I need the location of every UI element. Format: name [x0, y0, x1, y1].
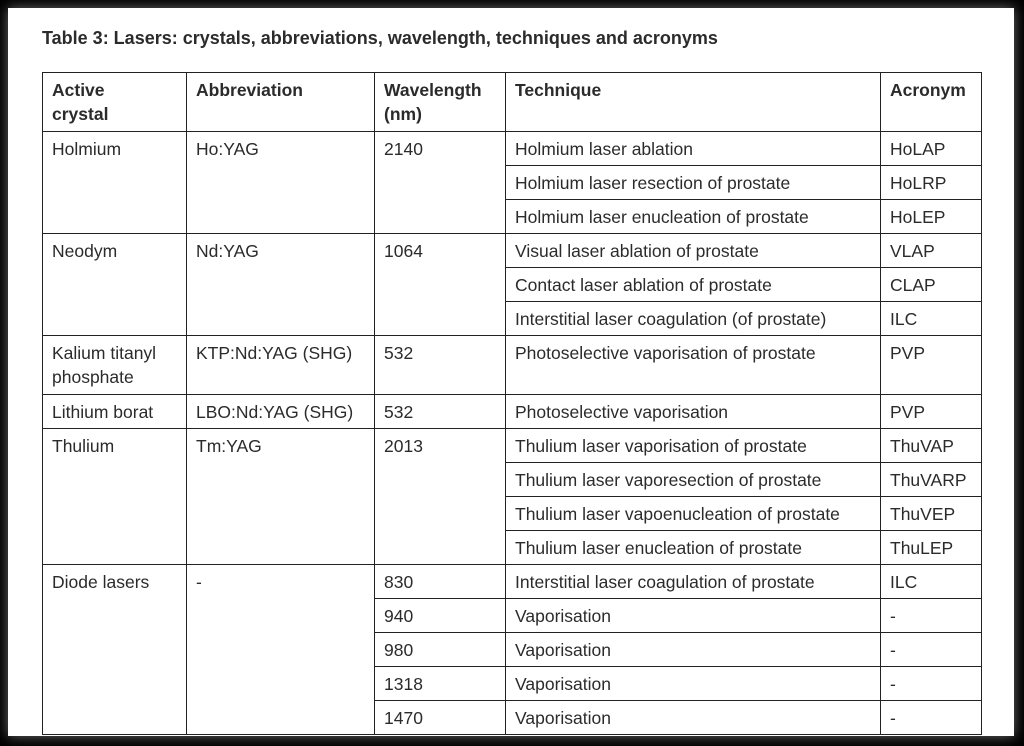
wavelength-cell: 830 [374, 564, 506, 599]
table-row: Interstitial laser coagulation (of prost… [43, 301, 982, 336]
table-row: Thulium Tm:YAG 2013 Thulium laser vapori… [42, 428, 982, 565]
technique-cell: Thulium laser vapoenucleation of prostat… [505, 496, 881, 531]
acronym-cell: - [880, 700, 982, 735]
table-row: Contact laser ablation of prostate CLAP [43, 267, 982, 302]
acronym-cell: ThuVEP [880, 496, 982, 531]
table-row: Holmium laser resection of prostate HoLR… [43, 165, 982, 200]
header-abbreviation: Abbreviation [186, 72, 375, 132]
acronym-cell: ILC [880, 564, 982, 599]
wavelength-cell: 2140 [374, 131, 506, 234]
table-row: 940 Vaporisation - [43, 598, 982, 633]
crystal-text: Kalium titanyl [52, 343, 157, 363]
wavelength-cell: 940 [374, 598, 506, 633]
abbreviation-cell: Ho:YAG [186, 131, 375, 234]
technique-cell: Vaporisation [505, 598, 881, 633]
technique-cell: Photoselective vaporisation [505, 394, 881, 429]
header-text: Active [52, 80, 105, 100]
abbreviation-cell: KTP:Nd:YAG (SHG) [186, 335, 375, 395]
header-row: Active crystal Abbreviation Wavelength (… [42, 72, 982, 132]
acronym-cell: ThuLEP [880, 530, 982, 565]
crystal-cell: Thulium [42, 428, 187, 565]
crystal-cell: Diode lasers [42, 564, 187, 735]
wavelength-cell: 532 [374, 335, 506, 395]
technique-cell: Interstitial laser coagulation of prosta… [505, 564, 881, 599]
technique-cell: Photoselective vaporisation of prostate [505, 335, 881, 395]
crystal-cell: Neodym [42, 233, 187, 336]
wavelength-cell: 532 [374, 394, 506, 429]
technique-cell: Vaporisation [505, 666, 881, 701]
header-text: (nm) [384, 104, 422, 124]
header-text: crystal [52, 104, 109, 124]
table-row: Thulium laser enucleation of prostate Th… [43, 530, 982, 565]
header-text: Wavelength [384, 80, 482, 100]
table-title: Table 3: Lasers: crystals, abbreviations… [42, 28, 718, 48]
abbreviation-cell: LBO:Nd:YAG (SHG) [186, 394, 375, 429]
crystal-text: phosphate [52, 367, 134, 387]
acronym-cell: - [880, 632, 982, 667]
technique-cell: Vaporisation [505, 632, 881, 667]
table-row: Thulium laser vaporesection of prostate … [43, 462, 982, 497]
acronym-cell: HoLEP [880, 199, 982, 234]
acronym-cell: ThuVAP [880, 428, 982, 463]
technique-cell: Thulium laser vaporesection of prostate [505, 462, 881, 497]
technique-cell: Holmium laser resection of prostate [505, 165, 881, 200]
document-page: Table 3: Lasers: crystals, abbreviations… [8, 8, 1014, 736]
table-row: Holmium Ho:YAG 2140 Holmium laser ablati… [42, 131, 982, 234]
acronym-cell: PVP [880, 394, 982, 429]
acronym-cell: ThuVARP [880, 462, 982, 497]
technique-cell: Interstitial laser coagulation (of prost… [505, 301, 881, 336]
technique-cell: Contact laser ablation of prostate [505, 267, 881, 302]
wavelength-cell: 2013 [374, 428, 506, 565]
header-acronym: Acronym [880, 72, 982, 132]
table-row: 980 Vaporisation - [43, 632, 982, 667]
table-row: 1470 Vaporisation - [43, 700, 982, 735]
acronym-cell: - [880, 598, 982, 633]
header-active-crystal: Active crystal [42, 72, 187, 132]
acronym-cell: PVP [880, 335, 982, 395]
table-row: Lithium borat LBO:Nd:YAG (SHG) 532 Photo… [42, 394, 982, 429]
wavelength-cell: 980 [374, 632, 506, 667]
acronym-cell: HoLRP [880, 165, 982, 200]
crystal-cell: Lithium borat [42, 394, 187, 429]
header-wavelength: Wavelength (nm) [374, 72, 506, 132]
table-row: Diode lasers - 830 Interstitial laser co… [42, 564, 982, 735]
abbreviation-cell: - [186, 564, 375, 735]
acronym-cell: HoLAP [880, 131, 982, 166]
technique-cell: Thulium laser vaporisation of prostate [505, 428, 881, 463]
abbreviation-cell: Tm:YAG [186, 428, 375, 565]
technique-cell: Thulium laser enucleation of prostate [505, 530, 881, 565]
crystal-cell: Kalium titanyl phosphate [42, 335, 187, 395]
wavelength-cell: 1064 [374, 233, 506, 336]
table-row: Neodym Nd:YAG 1064 Visual laser ablation… [42, 233, 982, 336]
table-row: Thulium laser vapoenucleation of prostat… [43, 496, 982, 531]
technique-cell: Holmium laser enucleation of prostate [505, 199, 881, 234]
technique-cell: Vaporisation [505, 700, 881, 735]
wavelength-cell: 1318 [374, 666, 506, 701]
acronym-cell: - [880, 666, 982, 701]
crystal-cell: Holmium [42, 131, 187, 234]
technique-cell: Visual laser ablation of prostate [505, 233, 881, 268]
lasers-table: Active crystal Abbreviation Wavelength (… [42, 72, 982, 735]
technique-cell: Holmium laser ablation [505, 131, 881, 166]
wavelength-cell: 1470 [374, 700, 506, 735]
table-row: Kalium titanyl phosphate KTP:Nd:YAG (SHG… [42, 335, 982, 395]
table-row: 1318 Vaporisation - [43, 666, 982, 701]
acronym-cell: VLAP [880, 233, 982, 268]
abbreviation-cell: Nd:YAG [186, 233, 375, 336]
acronym-cell: CLAP [880, 267, 982, 302]
acronym-cell: ILC [880, 301, 982, 336]
header-technique: Technique [505, 72, 881, 132]
